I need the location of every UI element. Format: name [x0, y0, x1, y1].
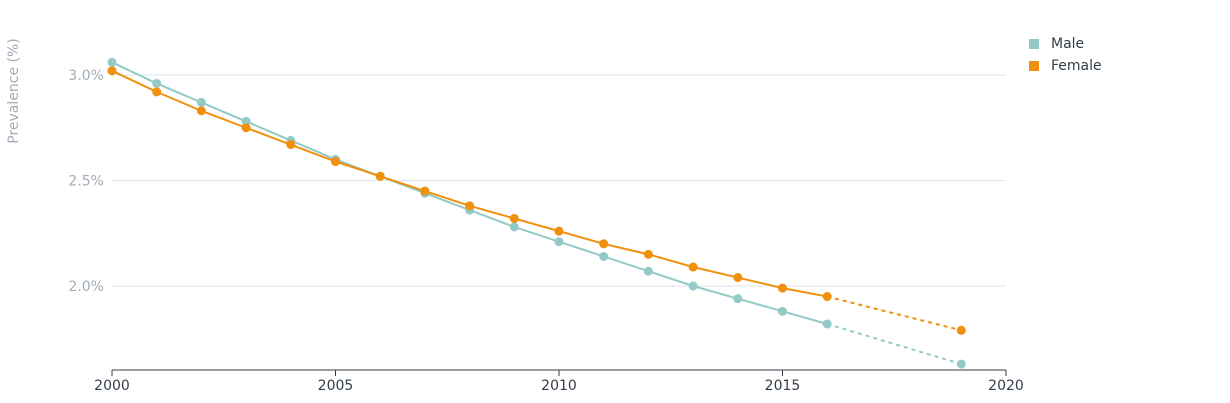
data-point-female-2013[interactable]: [688, 262, 698, 272]
data-point-male-2012[interactable]: [643, 266, 653, 276]
data-point-female-2019[interactable]: [956, 325, 966, 335]
data-point-female-2005[interactable]: [331, 157, 340, 167]
data-point-female-2002[interactable]: [196, 106, 206, 116]
gridlines: [112, 74, 1006, 287]
series-projection-line-female: [826, 295, 962, 332]
x-tick-label-1: 2005: [318, 378, 354, 394]
legend-label-female: Female: [1051, 58, 1102, 74]
data-point-female-2004[interactable]: [286, 140, 296, 150]
y-axis-label: Prevalence (%): [6, 38, 22, 144]
x-tick-label-4: 2020: [988, 378, 1024, 394]
data-point-female-2011[interactable]: [599, 239, 609, 249]
data-point-female-2007[interactable]: [420, 186, 430, 196]
data-point-male-2009[interactable]: [509, 222, 519, 232]
y-axis-ticks: 2.0% 2.5% 3.0%: [68, 68, 104, 295]
series-line-male: [111, 61, 828, 325]
series-projection-line-male: [826, 323, 962, 366]
legend-swatch-female: [1029, 61, 1039, 71]
series-male: [107, 57, 966, 369]
data-point-female-2010[interactable]: [554, 226, 564, 236]
x-axis-ticks: 2000 2005 2010 2015 2020: [94, 370, 1024, 394]
data-point-male-2015[interactable]: [778, 306, 787, 316]
y-tick-label-0: 2.0%: [68, 279, 104, 295]
legend-item-female[interactable]: Female: [1029, 55, 1102, 77]
data-point-female-2014[interactable]: [733, 273, 743, 283]
legend-label-male: Male: [1051, 36, 1085, 52]
data-point-female-2006[interactable]: [375, 171, 385, 181]
data-point-female-2012[interactable]: [643, 249, 653, 259]
data-point-female-2001[interactable]: [152, 87, 162, 97]
series-female: [107, 66, 966, 335]
y-tick-label-1: 2.5%: [68, 174, 104, 190]
data-point-female-2008[interactable]: [465, 201, 475, 211]
data-point-male-2014[interactable]: [733, 294, 743, 304]
data-point-male-2003[interactable]: [241, 116, 251, 126]
data-point-male-2019[interactable]: [956, 359, 966, 369]
data-point-male-2016[interactable]: [822, 319, 832, 329]
legend: Male Female: [1029, 33, 1102, 77]
series-line-female: [111, 69, 828, 298]
legend-item-male[interactable]: Male: [1029, 33, 1102, 55]
data-point-male-2001[interactable]: [152, 78, 162, 88]
data-point-female-2000[interactable]: [107, 66, 117, 76]
data-point-female-2015[interactable]: [778, 283, 787, 293]
data-point-male-2010[interactable]: [554, 237, 564, 247]
x-tick-label-0: 2000: [94, 378, 130, 394]
legend-swatch-male: [1029, 39, 1039, 49]
data-point-male-2011[interactable]: [599, 251, 609, 261]
data-point-male-2000[interactable]: [107, 57, 117, 67]
y-tick-label-2: 3.0%: [68, 68, 104, 84]
x-tick-label-2: 2010: [541, 378, 577, 394]
x-tick-label-3: 2015: [765, 378, 801, 394]
data-point-female-2009[interactable]: [509, 213, 519, 223]
series-layer: [107, 57, 966, 369]
data-point-female-2016[interactable]: [822, 292, 832, 302]
data-point-male-2013[interactable]: [688, 281, 698, 291]
data-point-female-2003[interactable]: [241, 123, 251, 133]
data-point-male-2002[interactable]: [196, 97, 206, 107]
